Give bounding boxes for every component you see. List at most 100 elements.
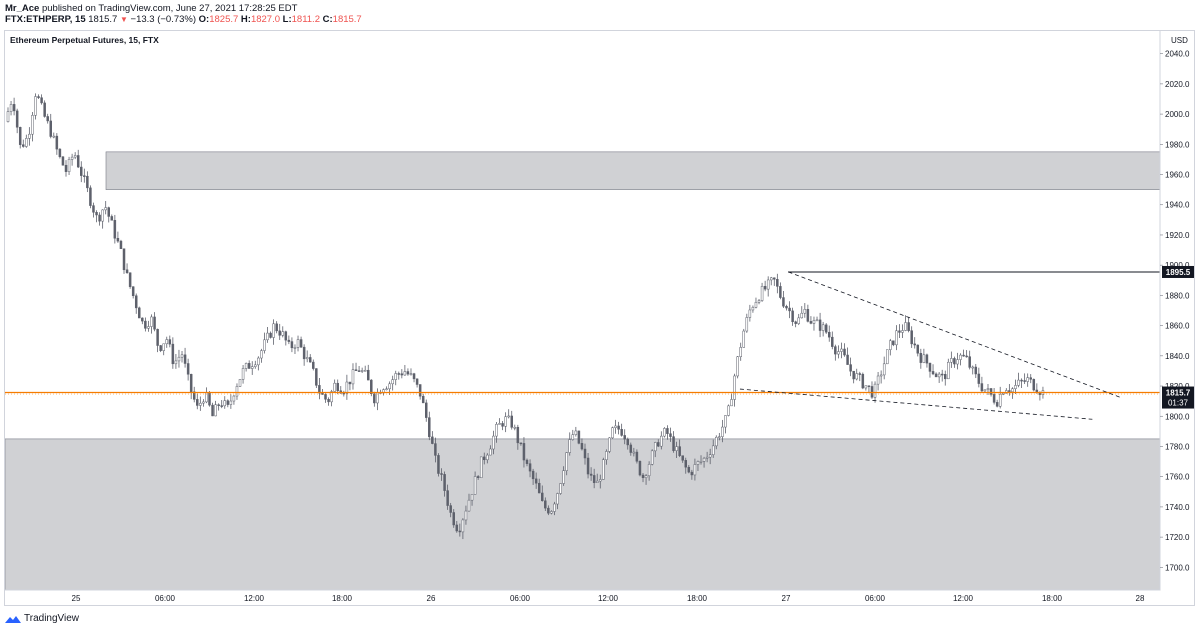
candle-body: [635, 451, 639, 462]
candle-body: [577, 430, 581, 444]
candle-body: [776, 278, 779, 287]
candle-body: [348, 381, 352, 385]
candle-body: [650, 450, 654, 465]
candle-body: [663, 428, 666, 437]
candle-body: [599, 479, 602, 482]
x-tick-label: 18:00: [332, 594, 353, 603]
candle-body: [220, 405, 223, 407]
candle-body: [385, 388, 388, 391]
candle-body: [345, 381, 349, 394]
candle-body: [73, 155, 77, 158]
candle-body: [507, 415, 510, 418]
candle-body: [553, 503, 556, 512]
candle-body: [803, 309, 807, 314]
candle-body: [360, 370, 364, 372]
candle-body: [229, 400, 233, 405]
candle-body: [782, 297, 785, 307]
candle-body: [815, 319, 819, 322]
candle-body: [52, 135, 56, 138]
candle-body: [773, 277, 776, 280]
candle-body: [763, 286, 767, 290]
candle-body: [678, 446, 681, 456]
candle-body: [812, 320, 816, 324]
high-label: H:: [240, 14, 251, 25]
candle-body: [547, 507, 550, 514]
candle-body: [605, 451, 608, 460]
candle-body: [852, 370, 855, 380]
candle-body: [501, 423, 504, 427]
candle-body: [254, 364, 257, 367]
candle-body: [150, 316, 153, 327]
candle-body: [394, 373, 397, 380]
low-label: L:: [282, 14, 292, 25]
open-value: 1825.7: [209, 14, 239, 25]
x-tick-label: 06:00: [510, 594, 531, 603]
candle-body: [186, 363, 190, 375]
candle-body: [846, 354, 849, 365]
candle-body: [791, 310, 794, 323]
price-chart[interactable]: 2040.0 2020.0 2000.0 1980.0 1960.0 1940.0 1920…: [5, 31, 1194, 605]
candle-body: [391, 379, 394, 385]
candle-body: [907, 322, 910, 331]
candle-body: [711, 445, 715, 455]
candle-body: [131, 286, 135, 297]
candle-body: [754, 301, 758, 308]
candle-body: [260, 350, 263, 359]
candle-body: [257, 357, 260, 366]
candle-body: [779, 286, 782, 298]
candle-body: [296, 339, 300, 348]
candle-body: [498, 423, 501, 425]
candle-body: [238, 379, 242, 387]
candle-body: [174, 360, 178, 365]
candle-body: [128, 272, 132, 287]
candle-body: [141, 317, 144, 322]
candle-body: [232, 395, 236, 402]
candle-body: [986, 388, 990, 390]
candle-body: [809, 321, 813, 324]
candle-body: [134, 295, 138, 309]
candle-body: [165, 339, 169, 345]
candle-body: [458, 530, 462, 533]
candle-body: [107, 207, 110, 217]
candle-body: [31, 115, 34, 135]
y-tick-label: 1780.0: [1165, 442, 1190, 451]
candle-body: [327, 399, 330, 403]
candle-body: [727, 405, 730, 416]
y-tick-label: 1720.0: [1165, 533, 1190, 542]
candle-body: [235, 386, 239, 397]
x-tick-label: 12:00: [953, 594, 974, 603]
candle-body: [116, 237, 120, 242]
candle-body: [162, 343, 165, 351]
chart-title: Ethereum Perpetual Futures, 15, FTX: [10, 35, 159, 45]
candle-body: [49, 120, 52, 137]
candle-body: [699, 461, 703, 463]
published-text: published on TradingView.com, June 27, 2…: [41, 3, 298, 14]
supply-demand-zone: [105, 151, 1161, 190]
candle-body: [666, 428, 669, 434]
candle-body: [977, 373, 981, 384]
candle-body: [724, 415, 727, 428]
candle-body: [831, 336, 834, 347]
candle-body: [58, 148, 62, 158]
candle-body: [534, 478, 538, 484]
candle-body: [104, 207, 107, 211]
candle-body: [351, 369, 355, 385]
x-tick-label: 26: [427, 594, 436, 603]
y-tick-label: 1920.0: [1165, 231, 1190, 240]
tradingview-footer[interactable]: TradingView: [5, 613, 79, 624]
candle-body: [916, 344, 920, 354]
candle-body: [95, 212, 98, 216]
candle-body: [785, 306, 788, 309]
chart-frame[interactable]: 2040.0 2020.0 2000.0 1980.0 1960.0 1940.0 1920…: [4, 30, 1195, 606]
y-tick-label: 1800.0: [1165, 412, 1190, 421]
candle-body: [544, 500, 547, 509]
last-price-label: 1815.7: [1166, 389, 1191, 398]
candle-body: [138, 307, 141, 319]
candle-body: [693, 464, 697, 476]
candle-body: [571, 434, 575, 440]
candle-body: [580, 443, 584, 450]
candle-body: [586, 457, 590, 475]
candle-body: [177, 356, 181, 362]
candle-body: [168, 339, 172, 345]
candle-body: [568, 439, 571, 453]
